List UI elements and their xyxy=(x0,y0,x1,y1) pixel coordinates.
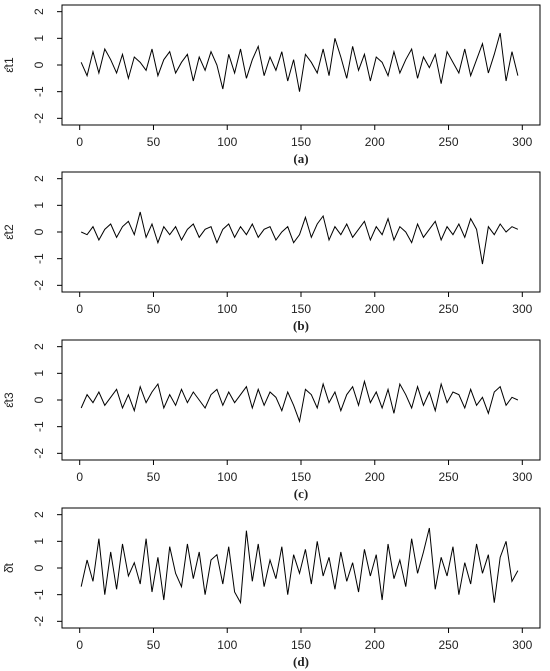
x-tick-label: 150 xyxy=(291,470,311,484)
x-tick-label: 100 xyxy=(217,135,237,149)
y-axis-label: ε̂t2 xyxy=(2,224,16,240)
x-tick-label: 300 xyxy=(512,470,532,484)
plot-frame xyxy=(61,339,541,461)
y-tick-label: -2 xyxy=(32,616,46,627)
y-tick-label: -1 xyxy=(32,86,46,97)
x-tick-label: 150 xyxy=(291,638,311,652)
y-tick-label: 1 xyxy=(32,202,46,209)
x-tick-label: 50 xyxy=(147,302,161,316)
x-tick-label: 300 xyxy=(512,638,532,652)
x-tick-label: 50 xyxy=(147,135,161,149)
x-tick-label: 50 xyxy=(147,638,161,652)
y-tick-label: 0 xyxy=(32,396,46,403)
plot-frame xyxy=(61,171,541,293)
caption: (b) xyxy=(293,318,309,333)
y-tick-label: 0 xyxy=(32,228,46,235)
x-tick-label: 0 xyxy=(76,302,83,316)
y-tick-label: 2 xyxy=(32,343,46,350)
series-line xyxy=(80,379,519,424)
x-tick-label: 0 xyxy=(76,638,83,652)
x-tick-label: 100 xyxy=(217,638,237,652)
y-tick-label: -1 xyxy=(32,253,46,264)
y-tick-label: -1 xyxy=(32,421,46,432)
x-tick-label: 100 xyxy=(217,470,237,484)
y-tick-label: 2 xyxy=(32,175,46,182)
x-tick-label: 300 xyxy=(512,302,532,316)
y-tick-label: -1 xyxy=(32,589,46,600)
x-tick-label: 200 xyxy=(365,302,385,316)
x-tick-label: 150 xyxy=(291,302,311,316)
series-line xyxy=(80,527,519,605)
y-tick-label: 0 xyxy=(32,564,46,571)
caption: (a) xyxy=(293,151,308,166)
y-tick-label: -2 xyxy=(32,280,46,291)
x-tick-label: 250 xyxy=(439,135,459,149)
x-tick-label: 250 xyxy=(439,302,459,316)
y-tick-label: 1 xyxy=(32,370,46,377)
x-tick-label: 150 xyxy=(291,135,311,149)
y-tick-label: -2 xyxy=(32,448,46,459)
y-axis-label: ε̂t1 xyxy=(2,57,16,73)
x-tick-label: 250 xyxy=(439,470,459,484)
y-tick-label: -2 xyxy=(32,113,46,124)
caption: (c) xyxy=(294,486,308,501)
y-tick-label: 1 xyxy=(32,35,46,42)
y-tick-label: 0 xyxy=(32,61,46,68)
caption: (d) xyxy=(293,654,309,669)
y-axis-label: δ̂t xyxy=(2,562,16,573)
y-tick-label: 2 xyxy=(32,511,46,518)
y-tick-label: 2 xyxy=(32,8,46,15)
x-tick-label: 0 xyxy=(76,135,83,149)
x-tick-label: 0 xyxy=(76,470,83,484)
x-tick-label: 300 xyxy=(512,135,532,149)
y-axis-label: ε̂t3 xyxy=(2,392,16,408)
x-tick-label: 200 xyxy=(365,470,385,484)
x-tick-label: 50 xyxy=(147,470,161,484)
x-tick-label: 200 xyxy=(365,638,385,652)
series-line xyxy=(80,211,519,265)
x-tick-label: 250 xyxy=(439,638,459,652)
x-tick-label: 200 xyxy=(365,135,385,149)
x-tick-label: 100 xyxy=(217,302,237,316)
series-line xyxy=(80,32,519,92)
y-tick-label: 1 xyxy=(32,538,46,545)
